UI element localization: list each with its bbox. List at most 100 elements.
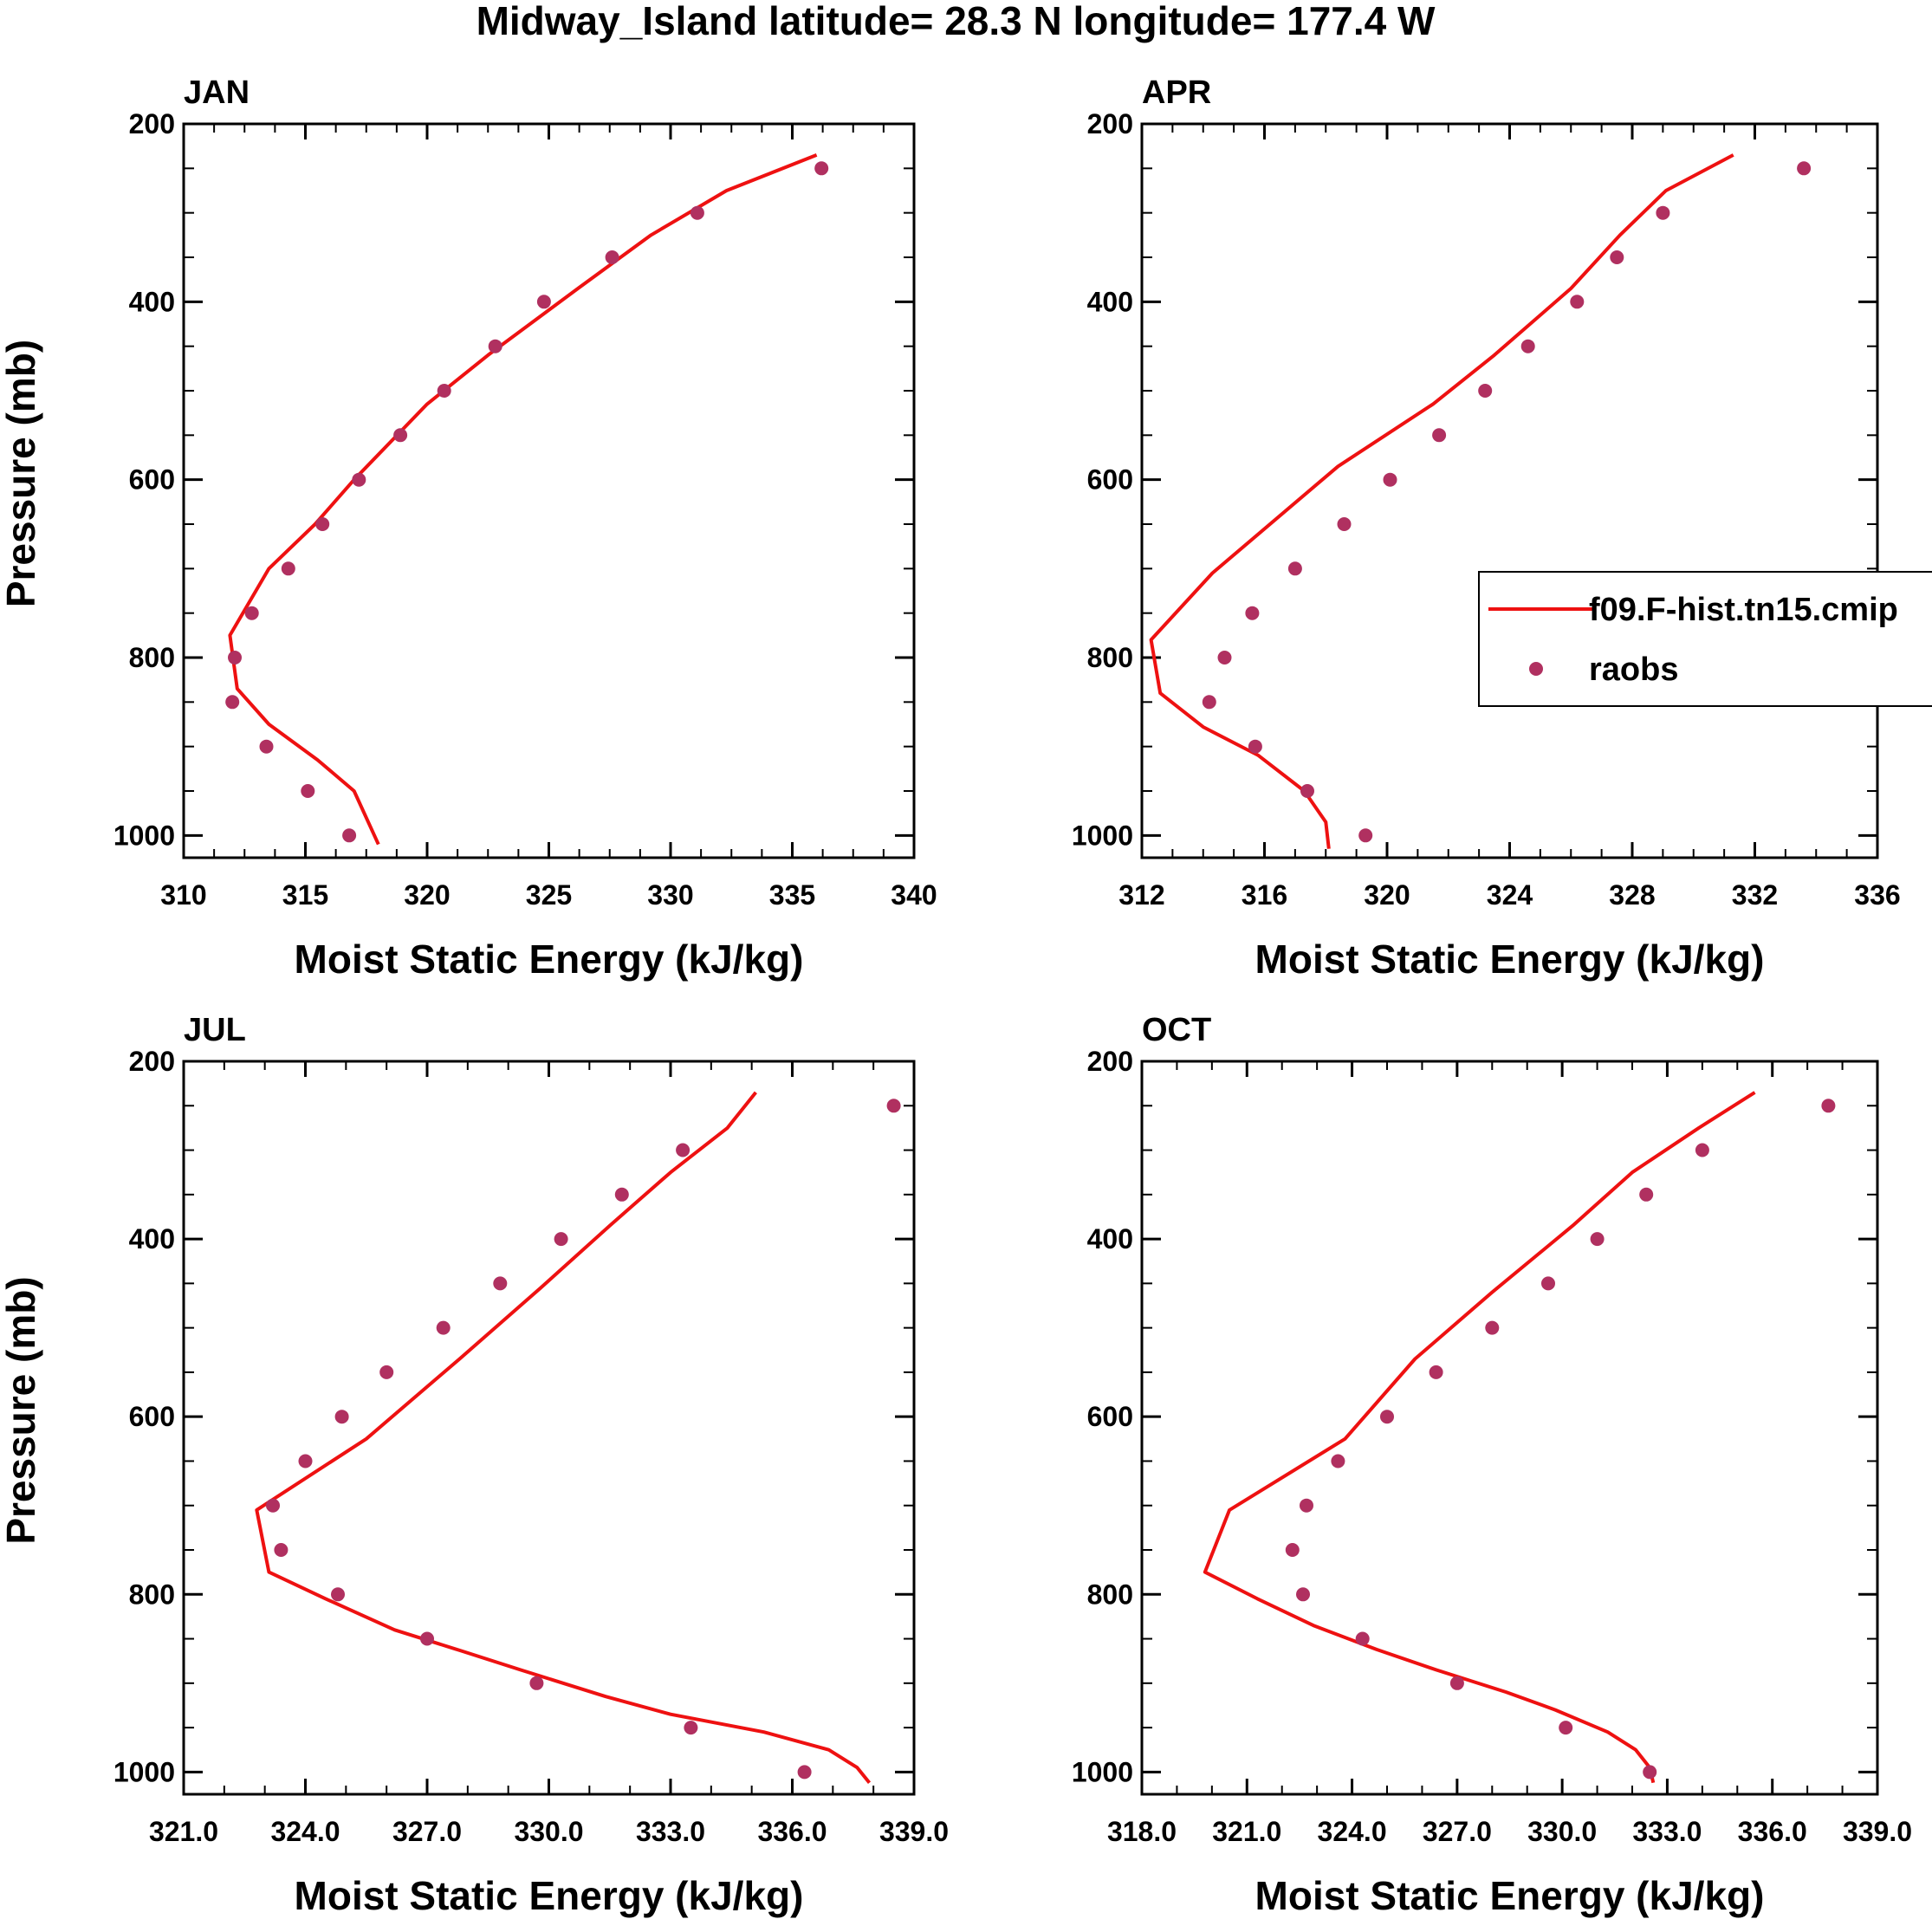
jul-panel-title: JUL xyxy=(184,1012,246,1048)
jul-xtick-label: 336.0 xyxy=(757,1816,827,1847)
oct-obs-point xyxy=(1485,1320,1500,1335)
jul-xtick-label: 333.0 xyxy=(636,1816,705,1847)
apr-obs-point xyxy=(1287,561,1302,576)
jan-plot-frame xyxy=(182,122,916,859)
jan-xtick-label: 340 xyxy=(891,879,937,911)
apr-ytick-label: 400 xyxy=(1087,286,1133,317)
jul-obs-point xyxy=(554,1232,568,1247)
apr-xtick-label: 324 xyxy=(1487,879,1533,911)
apr-obs-point xyxy=(1570,295,1585,309)
jan-obs-point xyxy=(352,472,366,487)
jan-obs-point xyxy=(301,784,315,798)
apr-obs-point xyxy=(1202,695,1216,710)
panel-oct: OCT 318.0 321.0 324.0 327.0 330.0 333.0 336.0 33… xyxy=(1072,1012,1912,1918)
jul-obs-point xyxy=(298,1454,313,1468)
oct-xaxis-label: Moist Static Energy (kJ/kg) xyxy=(1255,1873,1765,1918)
oct-xtick-label: 324.0 xyxy=(1318,1816,1387,1847)
jul-obs-point xyxy=(436,1320,451,1335)
jul-plot-frame xyxy=(182,1060,916,1796)
jan-panel-title: JAN xyxy=(184,75,250,111)
panel-apr: APR 312 316 320 324 328 332 336 200 400 600 800 1000… xyxy=(1072,75,1901,982)
jul-obs-point xyxy=(274,1543,289,1557)
oct-xtick-label: 321.0 xyxy=(1212,1816,1281,1847)
oct-obs-point xyxy=(1429,1365,1443,1379)
apr-obs-point xyxy=(1245,606,1260,620)
jan-xtick-label: 325 xyxy=(526,879,572,911)
jan-ytick-label: 400 xyxy=(129,286,175,317)
jul-obs-point xyxy=(493,1276,508,1291)
figure-title: Midway_Island latitude= 28.3 N longitude… xyxy=(477,0,1436,43)
jan-obs-point xyxy=(244,606,259,620)
apr-ytick-label: 1000 xyxy=(1072,820,1133,851)
oct-obs-point xyxy=(1331,1454,1345,1468)
oct-obs-point xyxy=(1296,1587,1310,1602)
jul-obs-point xyxy=(886,1099,901,1113)
jan-obs-point xyxy=(228,651,242,665)
jan-yaxis-label: Pressure (mb) xyxy=(0,340,43,607)
jul-obs-point xyxy=(266,1498,280,1513)
jul-ytick-label: 600 xyxy=(129,1401,175,1432)
legend: f09.F-hist.tn15.cmip raobs xyxy=(1478,571,1932,707)
jan-model-line xyxy=(228,153,818,846)
jan-obs-point xyxy=(536,295,551,309)
oct-xtick-label: 339.0 xyxy=(1843,1816,1912,1847)
apr-obs-point xyxy=(1248,739,1262,754)
legend-obs-label: raobs xyxy=(1589,652,1678,688)
apr-xtick-label: 316 xyxy=(1242,879,1287,911)
jan-obs-point xyxy=(315,517,330,531)
jan-obs-point xyxy=(259,739,274,754)
apr-obs-point xyxy=(1358,828,1373,843)
oct-xtick-label: 336.0 xyxy=(1738,1816,1807,1847)
jul-obs-point xyxy=(420,1631,434,1646)
jan-obs-point xyxy=(814,161,829,176)
oct-xtick-label: 333.0 xyxy=(1632,1816,1702,1847)
oct-obs-point xyxy=(1639,1187,1654,1202)
jul-obs-point xyxy=(797,1765,812,1780)
apr-obs-point xyxy=(1383,472,1397,487)
jul-obs-point xyxy=(379,1365,394,1379)
jul-obs-point xyxy=(614,1187,629,1202)
jan-ytick-label: 1000 xyxy=(113,820,175,851)
panel-jan: JAN 310 315 320 325 330 335 340 200 400 600 800 1000… xyxy=(0,75,937,982)
apr-obs-point xyxy=(1520,339,1535,353)
oct-obs-point xyxy=(1380,1410,1394,1424)
jan-ytick-label: 200 xyxy=(129,108,175,139)
oct-ytick-label: 600 xyxy=(1087,1401,1133,1432)
oct-ytick-label: 1000 xyxy=(1072,1756,1133,1787)
jul-obs-point xyxy=(676,1143,690,1157)
apr-ytick-label: 600 xyxy=(1087,464,1133,496)
apr-obs-point xyxy=(1610,250,1624,264)
jan-obs-point xyxy=(393,428,408,443)
oct-xtick-label: 330.0 xyxy=(1527,1816,1597,1847)
jul-obs-point xyxy=(334,1410,349,1424)
oct-ytick-label: 200 xyxy=(1087,1046,1133,1077)
oct-xtick-label: 318.0 xyxy=(1107,1816,1177,1847)
oct-obs-point xyxy=(1449,1676,1464,1690)
jul-xaxis-label: Moist Static Energy (kJ/kg) xyxy=(295,1873,804,1918)
jul-xtick-label: 321.0 xyxy=(149,1816,218,1847)
oct-obs-point xyxy=(1643,1765,1657,1780)
apr-xtick-label: 328 xyxy=(1609,879,1655,911)
jan-obs-point xyxy=(225,695,240,710)
legend-box xyxy=(1478,571,1932,707)
oct-obs-point xyxy=(1355,1631,1370,1646)
jan-xtick-label: 335 xyxy=(769,879,815,911)
oct-ytick-label: 800 xyxy=(1087,1579,1133,1610)
apr-xaxis-label: Moist Static Energy (kJ/kg) xyxy=(1255,937,1765,982)
apr-xtick-label: 336 xyxy=(1854,879,1900,911)
jan-obs-point xyxy=(690,205,704,220)
jan-obs-point xyxy=(342,828,357,843)
legend-obs-marker xyxy=(1529,662,1543,676)
jan-xtick-label: 330 xyxy=(647,879,693,911)
jul-xtick-label: 324.0 xyxy=(270,1816,340,1847)
jan-xtick-label: 315 xyxy=(282,879,328,911)
jul-ytick-label: 400 xyxy=(129,1223,175,1255)
jul-xtick-label: 339.0 xyxy=(879,1816,949,1847)
oct-panel-title: OCT xyxy=(1142,1012,1211,1048)
apr-obs-point xyxy=(1478,384,1493,398)
jul-ytick-label: 200 xyxy=(129,1046,175,1077)
oct-xtick-label: 327.0 xyxy=(1423,1816,1492,1847)
oct-obs-point xyxy=(1285,1543,1300,1557)
